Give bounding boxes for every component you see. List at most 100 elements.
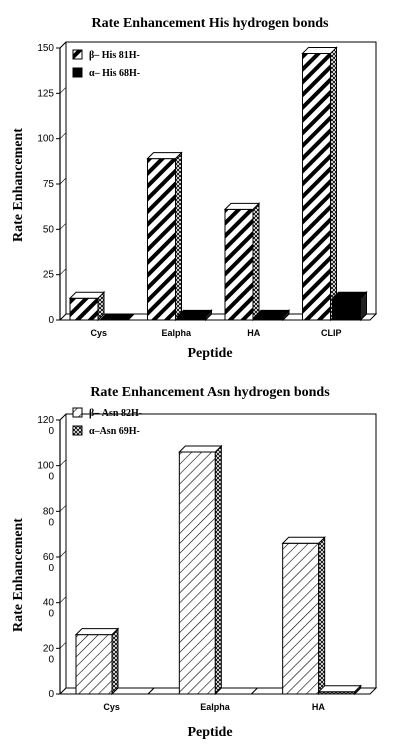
bar (214, 687, 259, 695)
bar-side (175, 151, 182, 322)
bar-front (254, 315, 284, 321)
y-tick-label: 60 (43, 552, 55, 563)
x-category-label: HA (312, 702, 325, 712)
bar (146, 151, 183, 322)
y-tick-depth (59, 642, 67, 649)
y-tick-label: 150 (37, 43, 54, 54)
bar (98, 313, 136, 321)
bar (331, 291, 368, 322)
bar-front (332, 297, 361, 321)
bar-front (282, 542, 320, 695)
bar-top (214, 687, 259, 695)
legend-swatch (72, 425, 83, 436)
y-tick-label: 20 (43, 643, 55, 654)
y-tick-depth (59, 223, 67, 230)
y-tick-label-wrap: 0 (48, 563, 54, 574)
y-tick-label: 0 (48, 315, 54, 326)
bar-top (301, 46, 338, 54)
legend-label: β– Asn 82H- (89, 408, 142, 419)
chart1-xlabel: Peptide (187, 346, 232, 361)
bar-top (176, 309, 213, 317)
legend-label: α– His 68H- (89, 68, 140, 79)
bar-top (317, 685, 362, 693)
y-tick-label: 50 (43, 224, 55, 235)
y-tick-label: 120 (37, 415, 54, 426)
bar (110, 687, 156, 695)
x-category-label: CLIP (321, 328, 342, 338)
y-tick-label: 40 (43, 598, 55, 609)
y-tick-label: 25 (43, 270, 55, 281)
bar-side (252, 202, 260, 322)
chart2-ylabel: Rate Enhancement (11, 518, 26, 632)
legend-label: α–Asn 69H- (89, 426, 140, 437)
y-tick-depth (59, 550, 67, 558)
y-tick-depth (59, 268, 67, 275)
legend-label: β– His 81H- (89, 50, 140, 61)
y-tick-label: 100 (37, 134, 54, 145)
bar-front (178, 451, 216, 695)
bar-top (331, 291, 368, 299)
y-tick-depth (59, 596, 67, 603)
legend-swatch (72, 49, 83, 60)
bar-top (74, 628, 120, 636)
bar-side (111, 627, 119, 696)
y-tick-label: 0 (48, 689, 54, 700)
bar (301, 46, 338, 322)
y-tick-depth (59, 313, 67, 321)
bar-front (75, 634, 113, 695)
chart2-title: Rate Enhancement Asn hydrogen bonds (90, 385, 330, 400)
bar-top (146, 152, 183, 160)
x-category-label: Ealpha (200, 702, 231, 712)
y-tick-depth (59, 687, 67, 695)
x-category-label: HA (247, 328, 260, 338)
y-tick-depth (59, 41, 67, 49)
bar (223, 202, 261, 322)
bar (74, 627, 120, 696)
y-tick-depth (59, 413, 67, 421)
y-tick-label-wrap: 0 (48, 472, 54, 483)
bar-side (318, 536, 326, 696)
legend-swatch (72, 407, 83, 418)
bar-top (253, 309, 291, 317)
x-category-label: Cys (90, 328, 107, 338)
chart1-title: Rate Enhancement His hydrogen bonds (91, 16, 329, 31)
y-tick-label-wrap: 0 (48, 609, 54, 620)
y-tick-depth (59, 177, 67, 185)
y-tick-label-wrap: 0 (48, 517, 54, 528)
y-tick-label: 75 (43, 179, 55, 190)
bar-front (69, 297, 99, 321)
bar-top (281, 536, 326, 544)
chart1-ylabel: Rate Enhancement (11, 128, 26, 242)
bar-side (214, 444, 222, 696)
bar-front (177, 315, 206, 321)
bar-front (302, 52, 331, 321)
bar (178, 444, 223, 696)
bar-top (178, 445, 223, 453)
bar (176, 309, 213, 322)
bar-top (98, 313, 136, 321)
x-category-label: Cys (103, 702, 120, 712)
y-tick-depth (59, 505, 67, 512)
bar-top (110, 687, 156, 695)
bar-front (147, 158, 176, 321)
bar-side (330, 46, 337, 322)
x-category-label: Ealpha (161, 328, 192, 338)
y-tick-label-wrap: 0 (48, 654, 54, 665)
y-tick-label-wrap: 0 (48, 426, 54, 437)
bar-top (223, 202, 261, 210)
bar (317, 684, 362, 696)
y-tick-label: 80 (43, 506, 55, 517)
legend-swatch (72, 67, 83, 78)
bar-top (68, 291, 106, 299)
chart2-xlabel: Peptide (187, 725, 232, 740)
y-tick-depth (59, 87, 67, 94)
y-tick-depth (59, 132, 67, 139)
y-tick-label: 125 (37, 88, 54, 99)
y-tick-depth (59, 459, 67, 466)
bar-front (224, 208, 254, 321)
bar (68, 291, 106, 322)
bar (253, 309, 291, 322)
bar (281, 536, 326, 696)
y-tick-label: 100 (37, 461, 54, 472)
